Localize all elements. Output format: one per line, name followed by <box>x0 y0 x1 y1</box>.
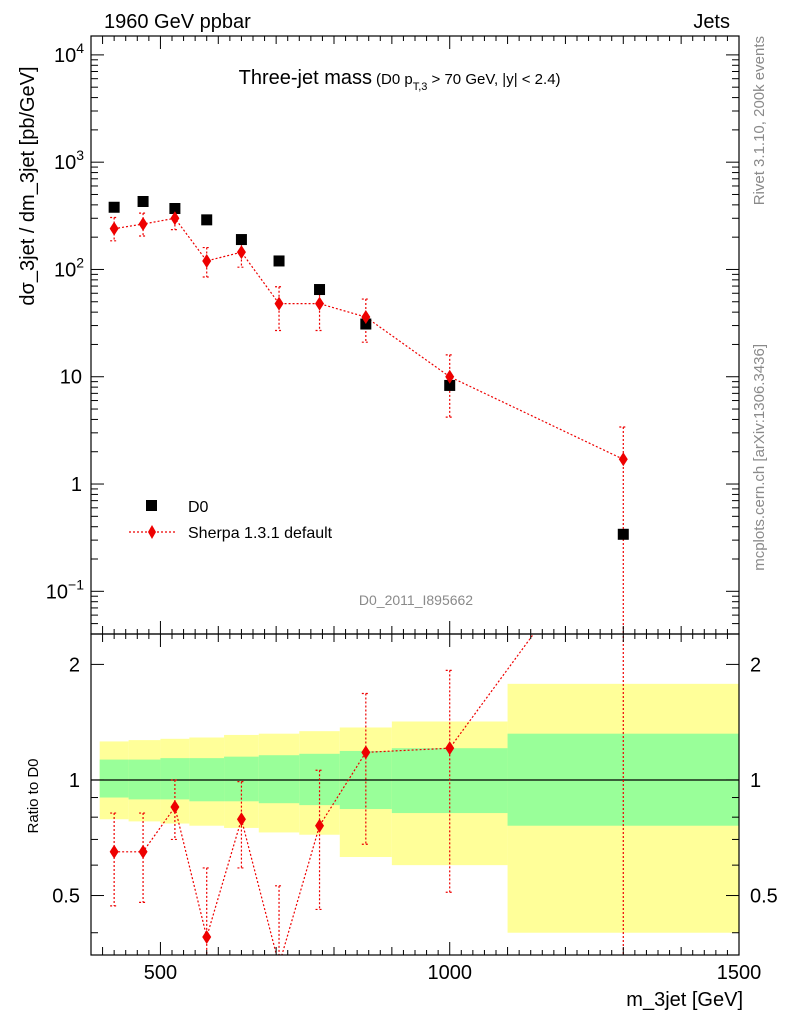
x-tick-label: 1000 <box>427 962 472 984</box>
ratio-point <box>315 818 325 833</box>
ratio-y-tick-label-right: 0.5 <box>750 886 778 908</box>
ratio-point <box>275 958 284 972</box>
ratio-ylabel: Ratio to D0 <box>25 758 42 833</box>
data-point <box>444 379 456 391</box>
uncertainty-band-inner <box>99 759 129 798</box>
main-y-tick-label: 103 <box>54 147 84 174</box>
uncertainty-band-inner <box>258 755 300 804</box>
ratio-panel: 0.5 0.5 1 1 2 2 500 1000 1500 Ratio to D0 m_3jet… <box>25 633 778 1011</box>
analysis-id: D0_2011_I895662 <box>359 592 473 608</box>
source-label: mcplots.cern.ch [arXiv:1306.3436] <box>751 344 768 571</box>
data-point <box>108 201 120 213</box>
ratio-y-tick-label: 2 <box>69 654 80 676</box>
mc-point <box>618 452 628 467</box>
ratio-point <box>170 800 180 815</box>
mc-point <box>445 369 455 384</box>
data-point <box>201 214 213 226</box>
ratio-point <box>138 844 148 859</box>
data-point <box>617 528 629 540</box>
ratio-point <box>445 741 455 756</box>
data-point <box>137 195 149 207</box>
data-point <box>235 234 247 246</box>
x-axis-label: m_3jet [GeV] <box>626 989 743 1011</box>
main-y-tick-label: 10 <box>60 367 82 389</box>
ratio-y-tick-label-right: 2 <box>750 654 761 676</box>
title-cut: (D0 pT,3 > 70 GeV, |y| < 2.4) <box>376 71 561 93</box>
mc-point <box>315 296 325 311</box>
ratio-point <box>109 844 119 859</box>
main-panel-frame <box>90 35 740 635</box>
legend-data-label: D0 <box>188 499 209 516</box>
mc-point <box>138 217 148 232</box>
x-tick-label: 500 <box>144 962 177 984</box>
main-panel: 10−1 1 10 102 103 104 Three-jet mass (D0 pT,3… <box>17 35 740 635</box>
data-point <box>314 284 326 296</box>
process-label: Jets <box>693 11 730 33</box>
mc-point <box>361 310 371 325</box>
energy-label: 1960 GeV ppbar <box>104 11 251 33</box>
legend-mc-marker <box>148 525 156 539</box>
ratio-point <box>236 812 246 827</box>
mc-point <box>202 253 212 268</box>
mc-point <box>109 221 119 236</box>
main-y-tick-label: 10−1 <box>46 576 84 603</box>
mc-line <box>114 217 624 460</box>
rivet-label: Rivet 3.1.10, 200k events <box>751 36 768 205</box>
mc-point <box>170 211 180 226</box>
x-tick-label: 1500 <box>717 962 762 984</box>
ratio-line <box>114 634 535 955</box>
main-ylabel: dσ_3jet / dm_3jet [pb/GeV] <box>17 66 39 305</box>
mc-point <box>274 296 284 311</box>
ratio-y-tick-label-right: 1 <box>750 770 761 792</box>
ratio-y-tick-label: 1 <box>69 770 80 792</box>
ratio-point <box>202 929 212 944</box>
legend: D0 Sherpa 1.3.1 default <box>129 499 333 542</box>
data-point <box>169 202 181 214</box>
main-y-tick-label: 1 <box>71 474 82 496</box>
data-point <box>273 255 285 267</box>
main-y-tick-label: 104 <box>54 40 84 67</box>
main-title: Three-jet mass <box>239 67 372 89</box>
mc-point <box>236 245 246 260</box>
main-y-tick-label: 102 <box>54 254 84 281</box>
ratio-point <box>361 745 371 760</box>
ratio-y-tick-label: 0.5 <box>52 886 80 908</box>
legend-data-marker <box>146 500 157 511</box>
legend-mc-label: Sherpa 1.3.1 default <box>188 525 333 542</box>
